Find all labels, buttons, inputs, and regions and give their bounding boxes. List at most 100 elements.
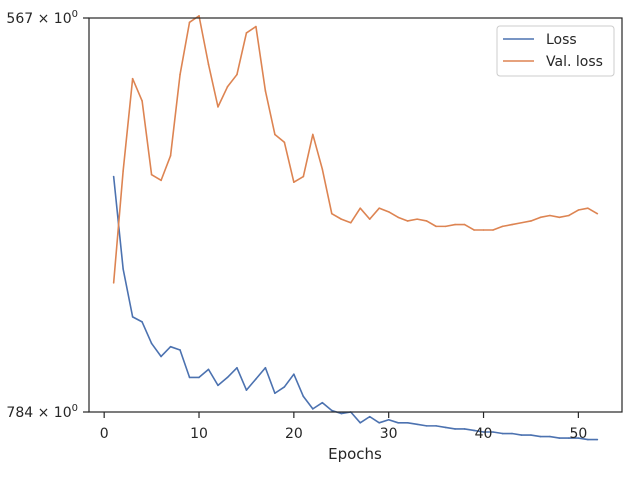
data-point-val-loss <box>568 214 570 217</box>
data-point-val-loss <box>330 212 333 215</box>
data-point-val-loss <box>112 282 115 284</box>
data-point-loss <box>577 437 580 439</box>
data-point-loss <box>435 425 437 427</box>
data-point-val-loss <box>558 216 561 219</box>
legend-label-val-loss: Val. loss <box>546 54 603 70</box>
data-point-val-loss <box>435 225 437 228</box>
data-point-loss <box>511 432 513 435</box>
data-point-val-loss <box>482 229 485 231</box>
x-tick-label: 40 <box>475 426 493 442</box>
data-point-loss <box>406 422 409 424</box>
data-point-loss <box>330 409 333 412</box>
data-point-loss <box>217 384 219 387</box>
data-point-loss <box>530 434 532 436</box>
data-point-loss <box>179 349 181 351</box>
series-line-val-loss <box>112 15 598 283</box>
data-point-val-loss <box>387 211 390 213</box>
data-point-loss <box>188 376 191 379</box>
data-point-val-loss <box>283 141 286 144</box>
data-point-loss <box>539 435 542 438</box>
data-point-val-loss <box>378 207 381 209</box>
data-point-loss <box>150 342 153 345</box>
data-point-loss <box>302 395 305 398</box>
y-tick-label-top: 567 × 100 <box>6 9 78 27</box>
data-point-val-loss <box>236 73 238 76</box>
data-point-loss <box>312 408 314 410</box>
data-point-loss <box>255 378 257 380</box>
data-point-loss <box>198 376 200 379</box>
series-line-loss <box>112 176 598 441</box>
data-point-val-loss <box>549 214 551 217</box>
data-point-loss <box>501 432 504 435</box>
data-point-val-loss <box>217 106 219 108</box>
x-tick-label: 50 <box>569 426 587 442</box>
data-point-val-loss <box>511 223 513 226</box>
data-point-loss <box>463 428 466 430</box>
data-point-loss <box>131 316 134 318</box>
data-point-val-loss <box>359 207 362 209</box>
x-axis-title: Epochs <box>328 445 382 463</box>
data-point-val-loss <box>425 220 428 222</box>
data-point-val-loss <box>596 212 599 215</box>
data-point-val-loss <box>141 100 143 102</box>
data-point-loss <box>596 438 599 441</box>
data-point-val-loss <box>406 220 409 222</box>
data-point-loss <box>359 422 362 424</box>
y-tick-mantissa-top: 567 <box>6 11 33 27</box>
data-point-loss <box>568 437 570 439</box>
data-point-val-loss <box>444 225 447 228</box>
data-point-loss <box>587 438 589 441</box>
data-point-loss <box>112 175 115 178</box>
data-point-val-loss <box>160 179 162 182</box>
series-layer <box>112 15 599 441</box>
data-point-val-loss <box>245 32 248 34</box>
data-point-val-loss <box>274 133 276 136</box>
data-point-val-loss <box>207 63 210 66</box>
data-point-val-loss <box>463 223 466 226</box>
data-point-loss <box>160 355 162 358</box>
y-tick-base-top: 10 <box>54 11 72 27</box>
data-point-val-loss <box>397 216 399 219</box>
data-point-val-loss <box>473 229 475 231</box>
data-point-loss <box>122 268 124 270</box>
data-point-loss <box>520 434 523 436</box>
data-point-loss <box>482 431 485 433</box>
data-point-loss <box>264 366 267 369</box>
legend: Loss Val. loss <box>496 25 615 77</box>
data-point-loss <box>387 418 390 421</box>
data-point-val-loss <box>530 220 532 222</box>
data-point-val-loss <box>368 218 371 220</box>
data-point-val-loss <box>321 168 324 170</box>
data-point-loss <box>444 426 447 429</box>
data-point-loss <box>549 435 551 438</box>
legend-label-loss: Loss <box>546 32 577 48</box>
data-point-loss <box>207 368 210 371</box>
data-point-loss <box>141 321 143 323</box>
data-point-loss <box>558 437 561 439</box>
y-tick-mantissa-bottom: 784 <box>6 405 33 421</box>
data-point-val-loss <box>255 25 257 28</box>
data-point-val-loss <box>416 218 418 220</box>
data-point-val-loss <box>340 218 343 220</box>
data-point-loss <box>245 389 248 391</box>
x-tick-label: 20 <box>285 426 303 442</box>
x-tick-label: 10 <box>190 426 208 442</box>
data-point-loss <box>473 429 475 432</box>
data-point-val-loss <box>302 175 305 178</box>
data-point-val-loss <box>169 154 172 157</box>
y-tick-exponent-bottom: 0 <box>72 403 78 414</box>
y-tick-times-top: × <box>33 11 54 27</box>
data-point-val-loss <box>587 207 589 209</box>
data-point-val-loss <box>577 209 580 211</box>
data-point-val-loss <box>179 73 181 76</box>
data-point-loss <box>454 428 456 430</box>
data-point-val-loss <box>226 85 229 88</box>
data-point-val-loss <box>501 225 504 228</box>
x-tick-label: 0 <box>100 426 109 442</box>
data-point-val-loss <box>122 170 124 172</box>
data-point-loss <box>397 422 399 424</box>
data-point-val-loss <box>492 229 494 231</box>
data-point-loss <box>378 422 381 424</box>
y-tick-exponent-top: 0 <box>72 9 78 20</box>
